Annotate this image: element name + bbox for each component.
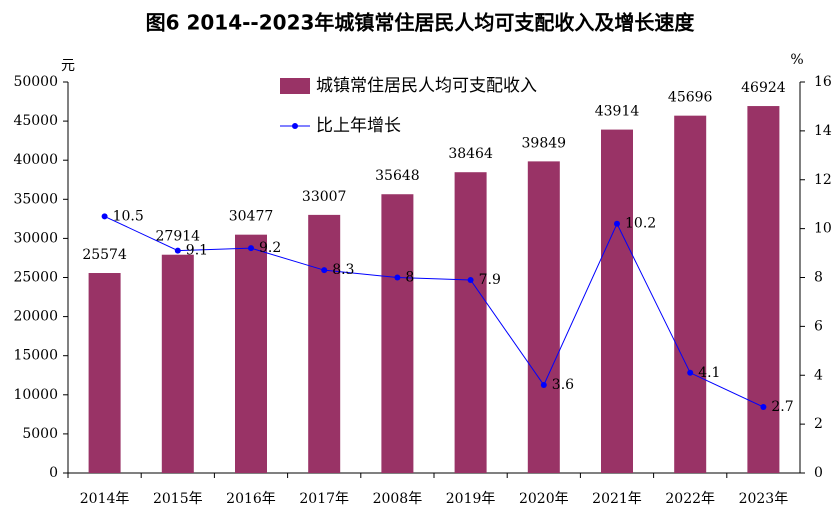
bar-value-label: 45696	[668, 90, 713, 106]
y2-tick-label: 0	[814, 465, 823, 481]
line-value-label: 7.9	[479, 272, 501, 288]
line-value-label: 2.7	[771, 399, 793, 415]
y2-axis-label: %	[790, 52, 803, 68]
bar	[88, 273, 121, 473]
y-tick-label: 50000	[13, 74, 58, 90]
line-point	[321, 267, 328, 274]
x-tick-label: 2017年	[299, 491, 349, 507]
bar	[527, 161, 560, 474]
line-value-label: 8	[405, 270, 414, 286]
line-value-label: 10.5	[113, 208, 144, 224]
line	[104, 215, 764, 408]
bar-value-label: 35648	[375, 168, 420, 184]
y2-tick-label: 6	[814, 318, 823, 334]
x-tick-label: 2021年	[592, 491, 642, 507]
legend-label: 比上年增长	[316, 116, 401, 136]
line-value-label: 4.1	[698, 365, 720, 381]
legend-swatch	[292, 123, 298, 129]
bar-value-label: 39849	[522, 135, 567, 151]
x-tick-label: 2008年	[373, 491, 423, 507]
line-point	[394, 274, 401, 281]
line-point	[467, 276, 474, 283]
bar	[161, 254, 194, 473]
y-tick-label: 45000	[13, 113, 58, 129]
x-tick-label: 2016年	[226, 491, 276, 507]
x-tick-label: 2023年	[739, 491, 789, 507]
y2-tick-label: 12	[814, 172, 832, 188]
y2-tick-label: 2	[814, 416, 823, 432]
line-point	[540, 382, 547, 389]
bar-value-label: 33007	[302, 189, 347, 205]
y-tick-label: 30000	[13, 230, 58, 246]
x-tick-label: 2022年	[665, 491, 715, 507]
line-value-label: 3.6	[552, 377, 574, 393]
y2-tick-label: 8	[814, 270, 823, 286]
line-point	[101, 213, 108, 220]
y-tick-label: 25000	[13, 270, 58, 286]
y2-tick-label: 10	[814, 221, 832, 237]
bar	[308, 214, 341, 473]
bar-value-label: 27914	[156, 229, 201, 245]
bar	[674, 115, 707, 473]
line-point	[614, 220, 620, 227]
line-value-label: 8.3	[332, 262, 354, 278]
y-tick-label: 15000	[13, 348, 58, 364]
y2-tick-label: 14	[814, 123, 832, 139]
y-tick-label: 10000	[13, 387, 58, 403]
line-value-label: 9.2	[259, 240, 281, 256]
y2-tick-label: 4	[814, 367, 823, 383]
bar	[454, 172, 487, 473]
line-point	[248, 245, 254, 252]
y-tick-label: 40000	[13, 152, 58, 168]
line-value-label: 9.1	[186, 243, 208, 259]
y-axis-label: 元	[61, 58, 75, 74]
bar	[235, 234, 267, 473]
line-point	[760, 404, 767, 411]
bar	[747, 106, 780, 473]
bar-value-label: 43914	[595, 104, 640, 120]
line-point	[687, 369, 694, 376]
bar	[601, 129, 633, 473]
chart-title: 图6 2014--2023年城镇常住居民人均可支配收入及增长速度	[146, 11, 696, 35]
bar	[381, 194, 414, 473]
x-tick-label: 2019年	[446, 491, 496, 507]
y2-tick-label: 16	[814, 74, 832, 90]
y-tick-label: 0	[49, 465, 58, 481]
x-tick-label: 2014年	[80, 491, 130, 507]
bar-value-label: 25574	[82, 247, 127, 263]
bar-value-label: 38464	[448, 146, 493, 162]
x-tick-label: 2020年	[519, 491, 569, 507]
y-tick-label: 20000	[13, 309, 58, 325]
y-tick-label: 35000	[13, 191, 58, 207]
x-tick-label: 2015年	[153, 491, 203, 507]
y-tick-label: 5000	[22, 426, 58, 442]
bar-value-label: 30477	[229, 209, 274, 225]
legend-swatch	[280, 78, 310, 94]
line-value-label: 10.2	[625, 216, 656, 232]
legend-label: 城镇常住居民人均可支配收入	[316, 76, 537, 96]
bar-value-label: 46924	[741, 80, 786, 96]
line-point	[174, 247, 181, 254]
